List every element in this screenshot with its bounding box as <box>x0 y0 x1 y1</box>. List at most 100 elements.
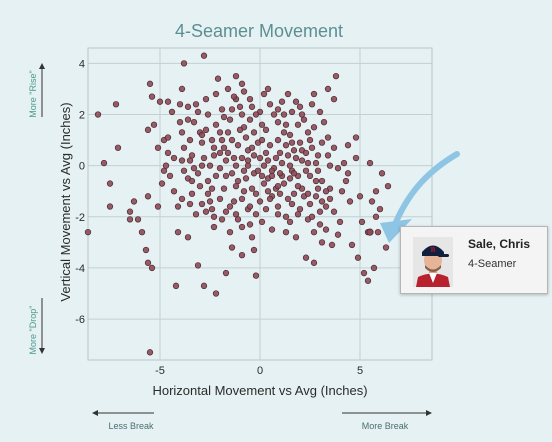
scatter-point[interactable] <box>220 113 228 121</box>
scatter-point[interactable] <box>164 134 172 141</box>
scatter-point[interactable] <box>276 190 284 197</box>
scatter-point[interactable] <box>174 228 182 236</box>
scatter-point[interactable] <box>302 167 310 174</box>
scatter-point[interactable] <box>204 190 212 197</box>
scatter-point[interactable] <box>112 101 120 108</box>
scatter-point[interactable] <box>206 198 214 205</box>
scatter-point[interactable] <box>246 95 254 103</box>
scatter-point[interactable] <box>304 190 312 197</box>
scatter-point[interactable] <box>322 203 330 210</box>
scatter-point[interactable] <box>262 149 270 157</box>
scatter-point[interactable] <box>126 208 134 215</box>
scatter-point[interactable] <box>210 152 218 159</box>
scatter-point[interactable] <box>222 172 230 180</box>
scatter-point[interactable] <box>144 193 152 200</box>
scatter-point[interactable] <box>256 198 264 205</box>
scatter-point[interactable] <box>218 106 226 113</box>
scatter-point[interactable] <box>144 126 152 133</box>
scatter-point[interactable] <box>196 182 204 190</box>
scatter-point[interactable] <box>240 88 248 95</box>
scatter-point[interactable] <box>274 106 282 113</box>
scatter-point[interactable] <box>312 193 320 200</box>
scatter-point[interactable] <box>240 167 248 174</box>
scatter-point[interactable] <box>218 136 226 144</box>
scatter-point[interactable] <box>238 111 246 118</box>
scatter-point[interactable] <box>216 129 224 136</box>
scatter-point[interactable] <box>310 259 318 266</box>
scatter-point[interactable] <box>242 134 250 141</box>
scatter-point[interactable] <box>376 205 384 213</box>
scatter-point[interactable] <box>274 211 282 218</box>
scatter-point[interactable] <box>236 103 244 110</box>
scatter-point[interactable] <box>234 177 242 185</box>
scatter-point[interactable] <box>266 195 274 203</box>
scatter-point[interactable] <box>94 111 102 118</box>
scatter-point[interactable] <box>146 80 154 87</box>
scatter-point[interactable] <box>342 177 350 185</box>
scatter-point[interactable] <box>84 228 92 236</box>
scatter-point[interactable] <box>320 119 328 126</box>
scatter-point[interactable] <box>232 162 240 169</box>
scatter-point[interactable] <box>246 116 254 123</box>
scatter-point[interactable] <box>228 244 236 251</box>
scatter-point[interactable] <box>368 198 376 205</box>
scatter-point[interactable] <box>216 149 224 157</box>
scatter-point[interactable] <box>264 157 272 164</box>
scatter-point[interactable] <box>236 126 244 133</box>
scatter-point[interactable] <box>268 226 276 233</box>
scatter-point[interactable] <box>160 167 168 174</box>
scatter-point[interactable] <box>188 152 196 159</box>
scatter-point[interactable] <box>258 136 266 144</box>
scatter-point[interactable] <box>318 177 326 185</box>
scatter-point[interactable] <box>308 101 316 108</box>
scatter-point[interactable] <box>244 157 252 164</box>
scatter-point[interactable] <box>240 188 248 195</box>
scatter-point[interactable] <box>148 93 156 100</box>
scatter-point[interactable] <box>238 223 246 231</box>
scatter-point[interactable] <box>308 213 316 220</box>
scatter-point[interactable] <box>248 234 256 241</box>
scatter-point[interactable] <box>270 111 278 118</box>
scatter-point[interactable] <box>284 152 292 159</box>
scatter-point[interactable] <box>178 195 186 203</box>
scatter-point[interactable] <box>260 162 268 169</box>
scatter-point[interactable] <box>344 142 352 149</box>
scatter-point[interactable] <box>322 188 330 195</box>
scatter-point[interactable] <box>334 165 342 172</box>
scatter-point[interactable] <box>326 195 334 203</box>
scatter-point[interactable] <box>302 254 310 261</box>
scatter-point[interactable] <box>226 228 234 236</box>
scatter-point[interactable] <box>198 162 206 169</box>
scatter-point[interactable] <box>202 208 210 215</box>
scatter-point[interactable] <box>262 126 270 133</box>
scatter-point[interactable] <box>306 200 314 208</box>
scatter-point[interactable] <box>114 144 122 151</box>
scatter-point[interactable] <box>252 272 260 279</box>
scatter-point[interactable] <box>328 241 336 249</box>
scatter-point[interactable] <box>302 149 310 157</box>
scatter-point[interactable] <box>106 180 114 187</box>
scatter-point[interactable] <box>176 101 184 108</box>
scatter-point[interactable] <box>248 103 256 110</box>
scatter-point[interactable] <box>246 203 254 210</box>
scatter-point[interactable] <box>194 170 202 177</box>
scatter-point[interactable] <box>286 131 294 139</box>
scatter-point[interactable] <box>222 208 230 215</box>
scatter-point[interactable] <box>324 85 332 93</box>
scatter-point[interactable] <box>256 154 264 162</box>
scatter-point[interactable] <box>366 159 374 167</box>
scatter-point[interactable] <box>268 167 276 174</box>
scatter-point[interactable] <box>156 98 164 105</box>
scatter-point[interactable] <box>100 159 108 167</box>
scatter-point[interactable] <box>222 157 230 164</box>
scatter-point[interactable] <box>314 167 322 174</box>
scatter-point[interactable] <box>212 172 220 180</box>
scatter-point[interactable] <box>222 269 230 277</box>
scatter-point[interactable] <box>202 95 210 103</box>
scatter-point[interactable] <box>282 213 290 220</box>
scatter-point[interactable] <box>330 144 338 151</box>
scatter-point[interactable] <box>186 200 194 208</box>
scatter-point[interactable] <box>224 85 232 93</box>
scatter-point[interactable] <box>248 144 256 151</box>
scatter-point[interactable] <box>372 188 380 195</box>
